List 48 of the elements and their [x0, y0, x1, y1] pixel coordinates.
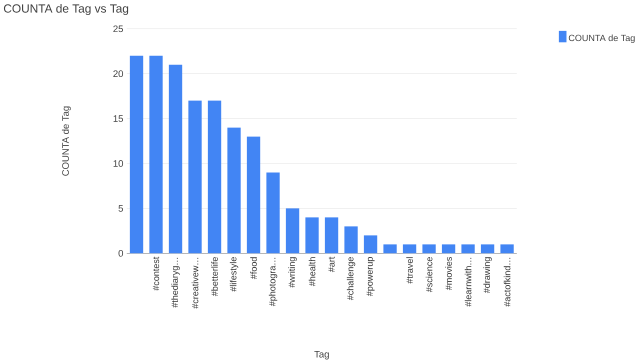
- bar: [324, 218, 338, 254]
- bar: [402, 244, 416, 254]
- x-tick-label: #drawing: [483, 257, 492, 294]
- x-tick-label: #powerup: [366, 257, 375, 296]
- x-tick-label: #photogra…: [268, 258, 278, 306]
- bar: [168, 64, 182, 254]
- x-tick-label: #science: [426, 257, 432, 292]
- chart-title: COUNTA de Tag vs Tag: [4, 4, 128, 16]
- bar: [188, 100, 202, 254]
- x-tick-label: #learnwith…: [464, 258, 472, 307]
- y-axis-title: COUNTA de Tag: [62, 106, 71, 176]
- bar: [364, 236, 378, 254]
- x-axis-title: Tag: [314, 351, 329, 360]
- bar: [130, 56, 144, 254]
- y-tick-label: 5: [118, 205, 124, 212]
- y-tick-label: 25: [113, 26, 124, 32]
- x-tick-label: #lifestyle: [230, 257, 238, 292]
- bar: [383, 244, 397, 254]
- bar: [344, 226, 358, 254]
- bar: [461, 244, 475, 254]
- bar: [480, 244, 494, 254]
- bar: [442, 244, 456, 254]
- x-tick-label: #betterlife: [211, 257, 218, 296]
- x-tick-label: #challenge: [346, 257, 356, 300]
- x-tick-label: #art: [328, 256, 335, 272]
- legend-label: COUNTA de Tag: [568, 34, 635, 44]
- y-tick-label: 20: [113, 70, 124, 78]
- bar: [422, 244, 436, 254]
- bar: [286, 208, 300, 254]
- y-tick-label: 10: [114, 160, 124, 168]
- y-tick-label: 15: [114, 115, 124, 122]
- bar: [208, 100, 222, 254]
- x-tick-label: #travel: [406, 257, 413, 284]
- x-tick-label: #actofkind…: [504, 258, 510, 307]
- x-tick-label: #health: [308, 257, 316, 286]
- bar: [500, 244, 514, 254]
- x-tick-label: #contest: [152, 256, 160, 291]
- bar: [305, 218, 319, 254]
- bar: [227, 128, 241, 254]
- x-tick-label: #movies: [445, 257, 452, 290]
- x-tick-label: #food: [250, 257, 257, 280]
- bar: [266, 172, 280, 254]
- y-tick-label: 0: [118, 250, 124, 257]
- x-tick-label: #creativew…: [192, 258, 198, 309]
- bar: [246, 136, 260, 254]
- bar: [149, 56, 163, 254]
- x-tick-label: #thediaryg…: [171, 258, 180, 308]
- x-tick-label: #writing: [288, 257, 297, 288]
